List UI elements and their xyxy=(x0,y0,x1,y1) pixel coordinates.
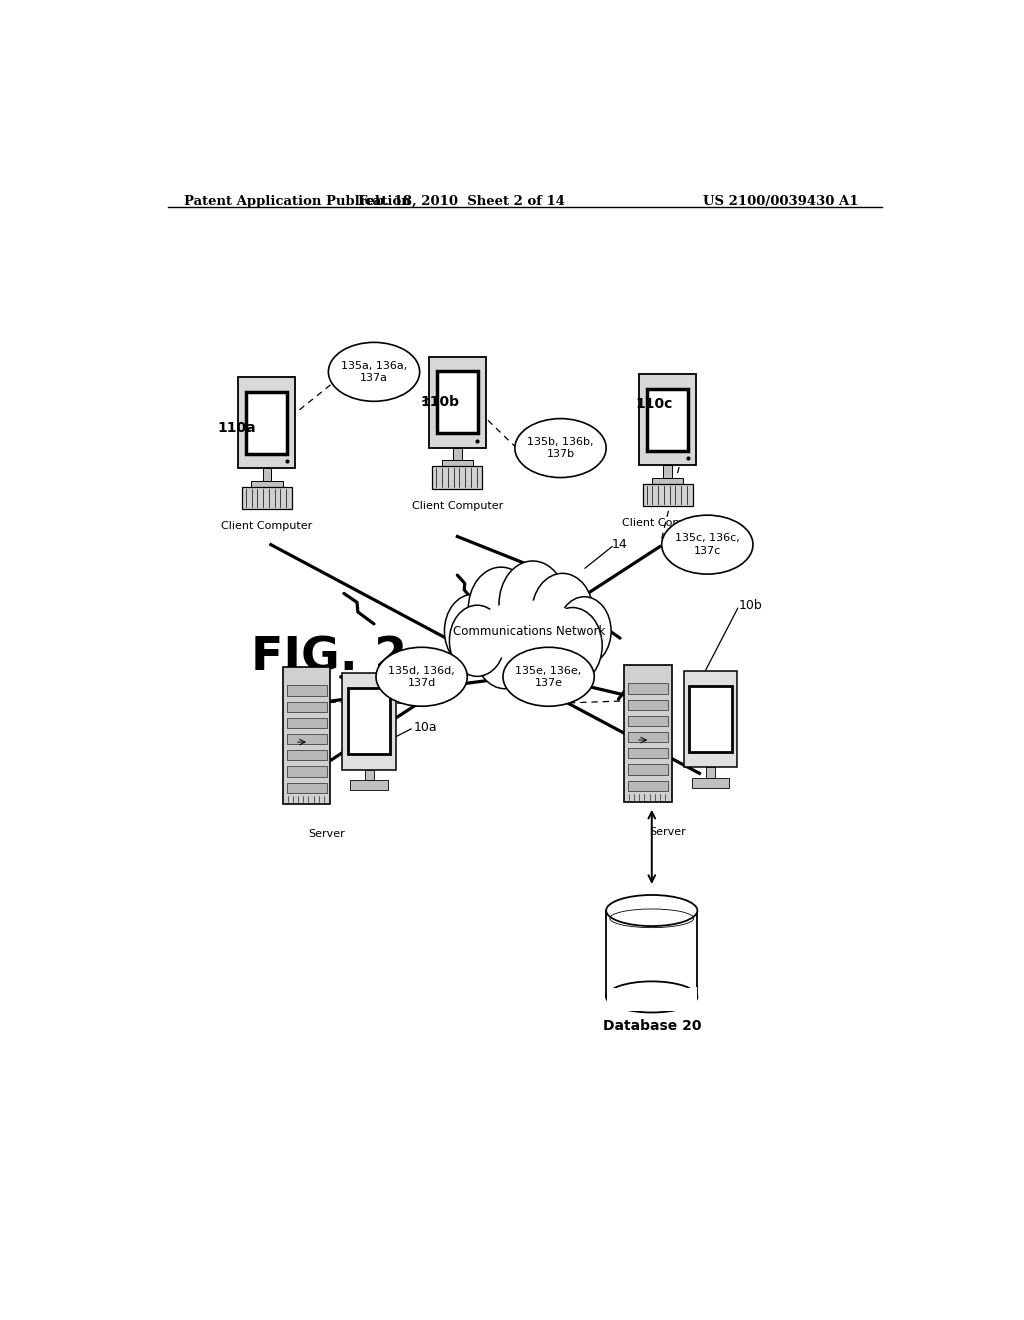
Bar xyxy=(342,673,396,770)
Ellipse shape xyxy=(376,647,467,706)
Bar xyxy=(350,780,388,789)
Circle shape xyxy=(543,607,602,684)
Text: Database 20: Database 20 xyxy=(602,1019,701,1034)
Text: 110c: 110c xyxy=(636,397,673,412)
Bar xyxy=(707,767,715,777)
Bar xyxy=(287,783,327,793)
Circle shape xyxy=(450,605,505,676)
Bar xyxy=(365,770,374,780)
Text: 135e, 136e,
137e: 135e, 136e, 137e xyxy=(515,665,582,688)
Circle shape xyxy=(507,612,570,693)
Ellipse shape xyxy=(329,342,420,401)
Ellipse shape xyxy=(662,515,753,574)
Circle shape xyxy=(557,597,611,665)
Text: Patent Application Publication: Patent Application Publication xyxy=(183,195,411,209)
Bar xyxy=(624,664,672,801)
Text: Server: Server xyxy=(308,829,345,840)
Circle shape xyxy=(468,568,534,651)
Bar xyxy=(628,780,668,791)
Text: Client Computer: Client Computer xyxy=(412,500,503,511)
Text: Client Computer: Client Computer xyxy=(622,519,714,528)
Bar xyxy=(287,734,327,744)
Circle shape xyxy=(543,607,602,684)
Circle shape xyxy=(531,573,593,652)
Bar xyxy=(251,480,283,492)
Bar xyxy=(348,689,390,754)
Bar xyxy=(606,911,697,997)
Ellipse shape xyxy=(606,895,697,927)
Circle shape xyxy=(499,561,566,647)
Bar xyxy=(287,750,327,760)
Circle shape xyxy=(444,594,502,668)
Bar xyxy=(453,447,462,461)
Circle shape xyxy=(507,612,570,693)
Circle shape xyxy=(474,610,536,689)
Bar xyxy=(628,748,668,759)
Text: Feb. 18, 2010  Sheet 2 of 14: Feb. 18, 2010 Sheet 2 of 14 xyxy=(357,195,565,209)
Text: 135b, 136b,
137b: 135b, 136b, 137b xyxy=(527,437,594,459)
Bar xyxy=(441,461,473,473)
Text: Server: Server xyxy=(649,828,686,837)
Bar xyxy=(652,478,683,490)
Text: 14: 14 xyxy=(612,539,628,552)
Ellipse shape xyxy=(606,981,697,1012)
Bar xyxy=(287,718,327,729)
Text: 10b: 10b xyxy=(739,599,763,612)
Bar xyxy=(432,466,482,488)
Text: 10a: 10a xyxy=(414,721,437,734)
Text: Client Computer: Client Computer xyxy=(221,521,312,531)
Text: 135c, 136c,
137c: 135c, 136c, 137c xyxy=(675,533,739,556)
Bar xyxy=(628,731,668,742)
Text: US 2100/0039430 A1: US 2100/0039430 A1 xyxy=(702,195,858,209)
Bar xyxy=(628,684,668,693)
Text: Communications Network: Communications Network xyxy=(453,624,605,638)
Text: FIG. 2: FIG. 2 xyxy=(251,636,408,681)
Circle shape xyxy=(557,597,611,665)
Text: 135a, 136a,
137a: 135a, 136a, 137a xyxy=(341,360,408,383)
Bar xyxy=(429,356,486,447)
Bar xyxy=(287,767,327,776)
Ellipse shape xyxy=(515,418,606,478)
Ellipse shape xyxy=(503,647,594,706)
Text: 110b: 110b xyxy=(420,395,459,409)
Bar xyxy=(242,487,292,510)
Bar xyxy=(664,466,672,478)
Bar xyxy=(639,374,696,466)
Bar xyxy=(684,671,737,767)
Circle shape xyxy=(531,573,593,652)
Bar xyxy=(642,483,693,506)
Circle shape xyxy=(450,605,505,676)
Bar xyxy=(287,685,327,696)
Bar xyxy=(247,392,288,454)
Bar xyxy=(437,371,478,433)
Bar xyxy=(607,986,696,995)
Bar xyxy=(607,989,696,1011)
Circle shape xyxy=(474,610,536,689)
Text: 135d, 136d,
137d: 135d, 136d, 137d xyxy=(388,665,455,688)
Bar xyxy=(628,715,668,726)
Circle shape xyxy=(468,568,534,651)
Bar xyxy=(239,378,296,469)
Circle shape xyxy=(444,594,502,668)
Bar xyxy=(262,469,271,480)
Bar xyxy=(283,667,331,804)
Bar xyxy=(628,764,668,775)
Bar xyxy=(647,388,688,450)
Ellipse shape xyxy=(474,601,584,661)
Text: 110a: 110a xyxy=(218,421,256,434)
Bar xyxy=(689,686,731,752)
Bar xyxy=(691,777,729,788)
Bar xyxy=(628,700,668,710)
Bar xyxy=(287,702,327,711)
Circle shape xyxy=(499,561,566,647)
